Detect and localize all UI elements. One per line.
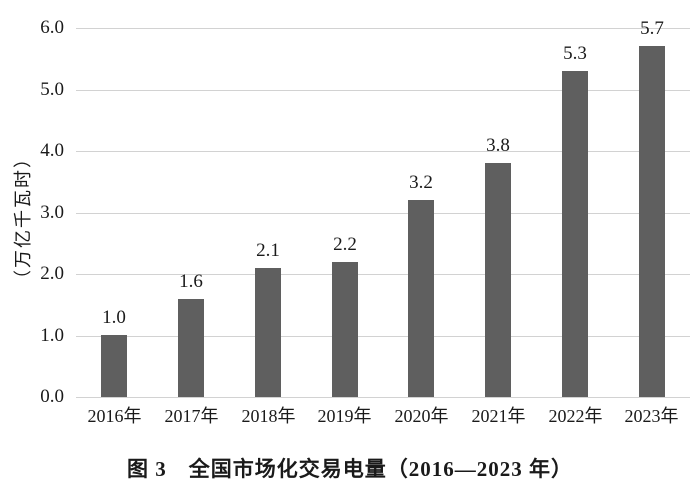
y-tick-label: 3.0 <box>40 202 64 223</box>
bar-2018年 <box>255 268 281 397</box>
x-tick-label: 2023年 <box>624 406 679 426</box>
bar-2016年 <box>101 335 127 397</box>
y-tick-label: 1.0 <box>40 325 64 346</box>
bar-2019年 <box>332 262 358 397</box>
figure-caption: 图 3 全国市场化交易电量（2016—2023 年） <box>127 457 573 481</box>
bar-2020年 <box>408 200 434 397</box>
gridline-y-0.0 <box>76 397 690 398</box>
y-tick-label: 5.0 <box>40 79 64 100</box>
bar-2021年 <box>485 163 511 397</box>
x-tick-label: 2020年 <box>394 406 449 426</box>
y-tick-label: 2.0 <box>40 263 64 284</box>
bar-value-label: 5.3 <box>563 43 587 64</box>
bar-value-label: 3.2 <box>409 172 433 193</box>
plot-area: 1.0 1.6 2.1 2.2 3.2 3.8 5.3 5.7 <box>76 18 690 398</box>
gridline-y-1.0 <box>76 336 690 337</box>
bar-2022年 <box>562 71 588 397</box>
bar-value-label: 1.0 <box>102 307 126 328</box>
gridline-y-2.0 <box>76 274 690 275</box>
gridline-y-5.0 <box>76 90 690 91</box>
gridline-y-3.0 <box>76 213 690 214</box>
bar-value-label: 2.2 <box>333 234 357 255</box>
y-tick-label: 4.0 <box>40 140 64 161</box>
gridline-y-4.0 <box>76 151 690 152</box>
bar-value-label: 3.8 <box>486 135 510 156</box>
bar-value-label: 1.6 <box>179 271 203 292</box>
y-axis-title: （万亿千瓦时） <box>13 148 33 288</box>
x-tick-label: 2017年 <box>164 406 219 426</box>
x-tick-label: 2019年 <box>317 406 372 426</box>
bar-2017年 <box>178 299 204 397</box>
x-tick-label: 2016年 <box>87 406 142 426</box>
y-tick-label: 0.0 <box>40 386 64 407</box>
x-tick-label: 2018年 <box>241 406 296 426</box>
x-tick-label: 2021年 <box>471 406 526 426</box>
y-tick-label: 6.0 <box>40 17 64 38</box>
x-tick-label: 2022年 <box>548 406 603 426</box>
bar-2023年 <box>639 46 665 397</box>
bar-value-label: 2.1 <box>256 240 280 261</box>
bar-value-label: 5.7 <box>640 18 664 39</box>
gridline-y-6.0 <box>76 28 690 29</box>
